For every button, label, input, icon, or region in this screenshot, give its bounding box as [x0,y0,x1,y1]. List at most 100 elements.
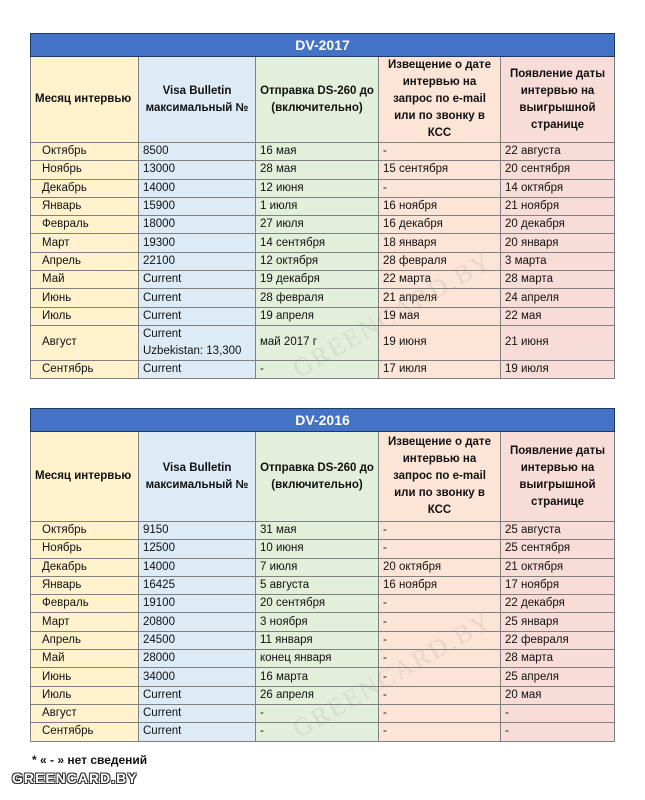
table-title: DV-2016 [29,408,616,432]
cell: 14 октября [499,178,616,198]
cell: - [255,359,379,380]
cell: Current [138,685,256,705]
row: Январь 16425 5 августа 16 ноября 17 ноября [30,575,616,596]
cell: 28000 [138,649,256,669]
row: Февраль 19100 20 сентября -22 декабря [30,594,616,614]
cell: Август [30,324,139,361]
cell: 14000 [138,557,256,577]
cell: 12500 [138,539,256,559]
cell: 16 декабря [378,215,501,235]
cell: Май [30,649,139,669]
cell: - [378,722,501,742]
header-cell: Извещение о дате интервью на запрос по e… [378,56,501,143]
cell: 27 июля [255,215,379,235]
cell: 20 октября [378,557,501,577]
row: Сентябрь Current - - - [30,722,616,742]
cell: 5 августа [255,575,379,596]
cell: 28 февраля [378,251,501,272]
cell: - [378,649,501,669]
cell: Current [138,288,256,308]
cell: - [378,630,501,651]
table-title: DV-2017 [29,33,616,57]
cell: 25 апреля [499,667,616,687]
cell: 16 ноября [378,575,501,596]
table: DV-2016 Месяц интервью Visa Bulletin макси… [29,408,616,742]
row: Ноябрь 13000 28 мая 15 сентября 20 сентября [30,160,616,180]
row: Октябрь 9150 31 мая -25 августа [30,520,616,541]
header-cell: Месяц интервью [30,431,139,522]
row: Август Current Uzbekistan: 13,300 май 2017… [30,324,616,361]
cell: Current [138,270,256,290]
cell: - [378,520,501,541]
cell: Ноябрь [30,539,139,559]
cell: - [378,178,501,198]
cell: 12 июня [255,178,379,198]
cell: 20800 [138,612,256,632]
cell: - [378,141,501,162]
cell: Апрель [30,251,139,272]
header-cell: Visa Bulletin максимальный № [138,431,256,522]
cell: 11 января [255,630,379,651]
cell: 20 сентября [255,594,379,614]
cell: 1 июля [255,196,379,217]
cell: 26 апреля [255,685,379,705]
footnote: * « - » нет сведений [32,753,148,767]
cell: 20 сентября [499,160,616,180]
cell: 34000 [138,667,256,687]
cell: 22100 [138,251,256,272]
cell: 22 мая [499,306,616,326]
cell: 20 января [499,233,616,253]
cell: 22 февраля [499,630,616,651]
cell: 19 июня [378,324,501,361]
cell: Current [138,722,256,742]
header-cell: Отправка DS-260 до (включительно) [255,56,379,143]
header-cell: Извещение о дате интервью на запрос по e… [378,431,501,522]
cell: - [378,703,501,724]
cell: Current Uzbekistan: 13,300 [138,324,256,361]
row: Июнь Current 28 февраля 21 апреля 24 апреля [30,288,616,308]
cell: Август [30,703,139,724]
cell: 13000 [138,160,256,180]
cell: май 2017 г [255,324,379,361]
cell: Current [138,359,256,380]
cell: 19 декабря [255,270,379,290]
cell: Июль [30,685,139,705]
cell: 25 августа [499,520,616,541]
cell: 20 декабря [499,215,616,235]
row: Декабрь 14000 7 июля 20 октября 21 октября [30,557,616,577]
header-cell: Отправка DS-260 до (включительно) [255,431,379,522]
row: Март 19300 14 сентября 18 января 20 января [30,233,616,253]
header-cell: Visa Bulletin максимальный № [138,56,256,143]
cell: 25 сентября [499,539,616,559]
cell: 14 сентября [255,233,379,253]
row: Март 20800 3 ноября -25 января [30,612,616,632]
cell: - [378,612,501,632]
cell: 8500 [138,141,256,162]
cell: Сентябрь [30,722,139,742]
cell: Октябрь [30,520,139,541]
row: Август Current - - - [30,703,616,724]
header-cell: Появление даты интервью на выигрышной ст… [499,56,616,143]
row: Июнь 34000 16 марта -25 апреля [30,667,616,687]
row: Апрель 22100 12 октября 28 февраля 3 марта [30,251,616,272]
cell: 22 декабря [499,594,616,614]
cell: Декабрь [30,557,139,577]
row: Июль Current 19 апреля 19 мая 22 мая [30,306,616,326]
cell: Current [138,703,256,724]
row: Сентябрь Current -17 июля 19 июля [30,359,616,380]
cell: 17 ноября [499,575,616,596]
cell: 18 января [378,233,501,253]
cell: 22 августа [499,141,616,162]
cell: Май [30,270,139,290]
cell: конец января [255,649,379,669]
cell: 9150 [138,520,256,541]
row: Май Current 19 декабря 22 марта 28 марта [30,270,616,290]
row: Апрель 24500 11 января -22 февраля [30,630,616,651]
header-row: Месяц интервью Visa Bulletin максимальный… [30,56,616,143]
cell: 18000 [138,215,256,235]
cell: 28 мая [255,160,379,180]
cell: 3 ноября [255,612,379,632]
row: Май 28000 конец января -28 марта [30,649,616,669]
cell: - [378,594,501,614]
